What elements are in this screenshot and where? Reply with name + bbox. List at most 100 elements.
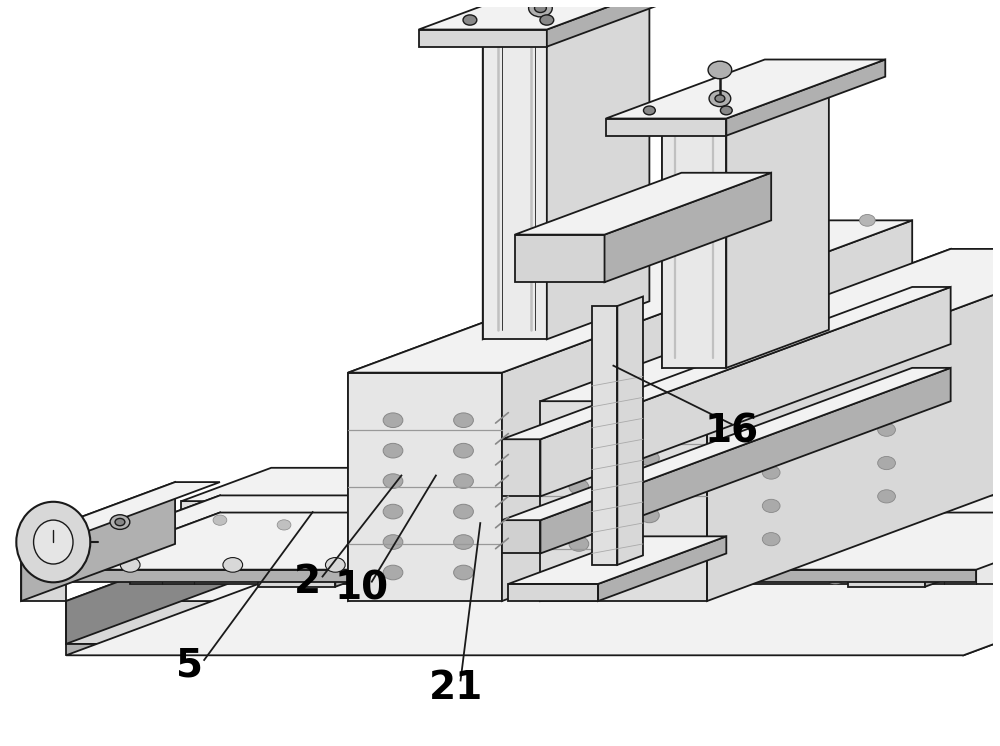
Circle shape: [535, 4, 546, 13]
Polygon shape: [66, 513, 220, 582]
Polygon shape: [688, 532, 1000, 584]
Circle shape: [826, 571, 844, 584]
Polygon shape: [605, 173, 771, 282]
Polygon shape: [21, 539, 66, 601]
Polygon shape: [66, 449, 476, 644]
Polygon shape: [726, 60, 885, 136]
Circle shape: [454, 413, 473, 427]
Circle shape: [383, 504, 403, 519]
Circle shape: [762, 533, 780, 546]
Circle shape: [383, 413, 403, 427]
Circle shape: [463, 15, 477, 25]
Circle shape: [454, 535, 473, 549]
Circle shape: [529, 0, 552, 17]
Polygon shape: [662, 125, 726, 368]
Polygon shape: [540, 368, 951, 554]
Circle shape: [878, 390, 895, 403]
Polygon shape: [348, 373, 502, 601]
Polygon shape: [515, 235, 605, 282]
Circle shape: [929, 566, 947, 579]
Polygon shape: [502, 220, 912, 601]
Circle shape: [640, 480, 659, 494]
Circle shape: [640, 536, 659, 551]
Circle shape: [354, 524, 368, 535]
Polygon shape: [130, 487, 521, 532]
Circle shape: [540, 15, 554, 25]
Circle shape: [383, 443, 403, 458]
Polygon shape: [963, 449, 1000, 644]
Polygon shape: [508, 584, 598, 601]
Polygon shape: [688, 487, 1000, 532]
Circle shape: [709, 90, 731, 107]
Circle shape: [640, 565, 659, 580]
Circle shape: [878, 490, 895, 503]
Polygon shape: [540, 249, 1000, 401]
Polygon shape: [66, 503, 1000, 655]
Polygon shape: [662, 87, 765, 368]
Circle shape: [454, 565, 473, 580]
Polygon shape: [707, 249, 1000, 601]
Polygon shape: [547, 0, 713, 47]
Polygon shape: [348, 220, 758, 601]
Polygon shape: [848, 527, 1000, 560]
Circle shape: [762, 466, 780, 479]
Polygon shape: [258, 560, 335, 587]
Polygon shape: [66, 601, 963, 644]
Circle shape: [383, 565, 403, 580]
Polygon shape: [963, 492, 1000, 655]
Text: 21: 21: [428, 669, 483, 706]
Polygon shape: [606, 60, 885, 119]
Circle shape: [762, 433, 780, 446]
Polygon shape: [483, 0, 585, 339]
Polygon shape: [399, 487, 521, 584]
Polygon shape: [540, 249, 951, 601]
Polygon shape: [643, 495, 1000, 553]
Polygon shape: [21, 482, 220, 539]
Polygon shape: [483, 0, 649, 35]
Polygon shape: [66, 495, 220, 565]
Polygon shape: [181, 468, 502, 501]
Circle shape: [569, 422, 589, 437]
Circle shape: [383, 474, 403, 489]
Polygon shape: [335, 527, 425, 587]
Text: 10: 10: [335, 570, 389, 608]
Polygon shape: [66, 449, 1000, 601]
Ellipse shape: [16, 502, 90, 583]
Circle shape: [277, 520, 291, 530]
Circle shape: [262, 566, 280, 579]
Circle shape: [762, 499, 780, 513]
Circle shape: [467, 575, 485, 589]
Text: 16: 16: [705, 413, 759, 451]
Polygon shape: [598, 536, 726, 601]
Polygon shape: [508, 536, 726, 584]
Circle shape: [859, 215, 875, 226]
Polygon shape: [606, 119, 726, 136]
Text: 5: 5: [176, 647, 203, 685]
Circle shape: [643, 106, 655, 115]
Circle shape: [115, 518, 125, 526]
Polygon shape: [502, 287, 951, 439]
Polygon shape: [348, 220, 912, 373]
Circle shape: [213, 515, 227, 525]
Circle shape: [789, 215, 805, 226]
Circle shape: [454, 504, 473, 519]
Polygon shape: [483, 35, 547, 339]
Circle shape: [878, 457, 895, 470]
Circle shape: [647, 575, 665, 589]
Ellipse shape: [34, 520, 73, 564]
Polygon shape: [925, 527, 1000, 587]
Polygon shape: [412, 468, 502, 534]
Polygon shape: [66, 644, 963, 655]
Circle shape: [708, 61, 732, 79]
Circle shape: [640, 508, 659, 523]
Circle shape: [878, 423, 895, 436]
Circle shape: [720, 106, 732, 115]
Circle shape: [454, 474, 473, 489]
Circle shape: [120, 557, 140, 572]
Polygon shape: [643, 570, 976, 582]
Circle shape: [569, 536, 589, 551]
Polygon shape: [419, 30, 547, 47]
Polygon shape: [662, 87, 829, 125]
Polygon shape: [540, 401, 707, 601]
Circle shape: [110, 515, 130, 530]
